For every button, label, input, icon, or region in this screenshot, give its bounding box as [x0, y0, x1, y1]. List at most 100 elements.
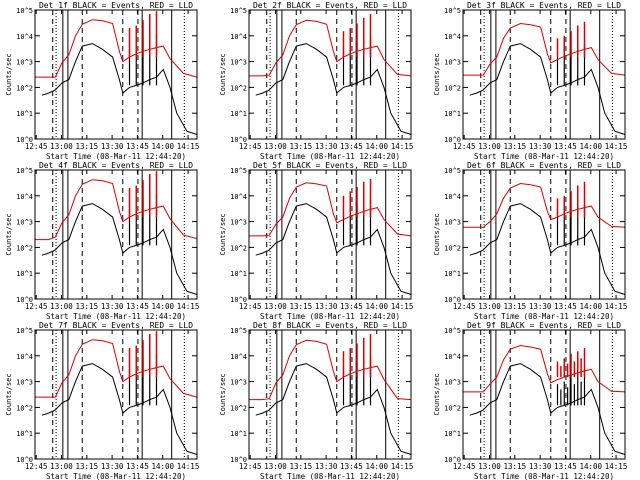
- y-axis-label: Counts/sec: [219, 213, 227, 255]
- y-tick-label: 10^0: [230, 136, 247, 144]
- plot-frame: [462, 169, 626, 300]
- x-tick-label: 13:00: [264, 302, 287, 311]
- y-axis-label: Counts/sec: [5, 373, 13, 415]
- panel-title: Det 9f BLACK = Events, RED = LLD: [467, 321, 621, 330]
- y-tick-label: 10^0: [230, 456, 247, 464]
- y-axis-label: Counts/sec: [433, 53, 441, 95]
- y-tick-label: 10^4: [444, 33, 461, 41]
- y-tick-label: 10^3: [444, 219, 461, 227]
- x-tick-label: 13:30: [315, 302, 338, 311]
- y-tick-label: 10^5: [230, 167, 247, 175]
- y-tick-label: 10^1: [444, 430, 461, 438]
- y-tick-label: 10^3: [230, 59, 247, 67]
- y-tick-label: 10^0: [16, 456, 33, 464]
- x-tick-label: 14:15: [605, 142, 628, 151]
- x-tick-label: 14:00: [365, 142, 388, 151]
- x-tick-label: 14:15: [391, 462, 414, 471]
- x-axis-label: Start Time (08-Mar-11 12:44:20): [46, 152, 186, 161]
- x-tick-label: 12:45: [453, 142, 476, 151]
- lld-series-line: [463, 22, 626, 76]
- x-tick-label: 14:00: [579, 302, 602, 311]
- x-tick-label: 13:00: [478, 302, 501, 311]
- x-axis-label: Start Time (08-Mar-11 12:44:20): [474, 472, 614, 480]
- plot-frame: [248, 9, 412, 140]
- x-tick-label: 12:45: [239, 462, 262, 471]
- y-axis-label: Counts/sec: [5, 53, 13, 95]
- x-tick-label: 13:45: [340, 142, 363, 151]
- x-tick-label: 12:45: [25, 142, 48, 151]
- events-series-line: [255, 363, 412, 455]
- y-tick-label: 10^3: [16, 219, 33, 227]
- y-tick-label: 10^5: [16, 327, 33, 335]
- y-axis-label: Counts/sec: [219, 373, 227, 415]
- x-axis-label: Start Time (08-Mar-11 12:44:20): [46, 472, 186, 480]
- panel-3: 10^010^110^210^310^410^512:45 13:00 13:15 1…: [433, 1, 627, 161]
- x-tick-label: 13:45: [126, 302, 149, 311]
- plot-frame: [248, 169, 412, 300]
- y-tick-label: 10^1: [16, 430, 33, 438]
- events-series-line: [255, 203, 412, 295]
- panel-title: Det 2f BLACK = Events, RED = LLD: [253, 1, 407, 10]
- x-tick-label: 13:30: [529, 142, 552, 151]
- panel-2: 10^010^110^210^310^410^512:45 13:00 13:15 1…: [219, 1, 413, 161]
- y-tick-label: 10^0: [444, 456, 461, 464]
- x-tick-label: 13:45: [126, 142, 149, 151]
- x-tick-label: 13:30: [529, 462, 552, 471]
- y-tick-label: 10^2: [444, 84, 461, 92]
- x-tick-label: 12:45: [25, 302, 48, 311]
- y-tick-label: 10^4: [230, 353, 247, 361]
- panel-1: 10^010^110^210^310^410^512:45 13:00 13:15 1…: [5, 1, 199, 161]
- lld-series-line: [249, 339, 412, 401]
- panel-title: Det 1f BLACK = Events, RED = LLD: [39, 1, 193, 10]
- x-tick-label: 14:15: [177, 462, 200, 471]
- x-axis-label: Start Time (08-Mar-11 12:44:20): [474, 152, 614, 161]
- x-tick-label: 13:30: [101, 302, 124, 311]
- x-tick-label: 14:15: [391, 142, 414, 151]
- x-tick-label: 14:00: [579, 462, 602, 471]
- x-axis-label: Start Time (08-Mar-11 12:44:20): [46, 312, 186, 321]
- x-tick-label: 13:15: [504, 302, 527, 311]
- y-tick-label: 10^4: [444, 353, 461, 361]
- y-tick-label: 10^2: [230, 404, 247, 412]
- y-axis-label: Counts/sec: [433, 373, 441, 415]
- events-series-line: [41, 43, 198, 135]
- x-tick-label: 13:30: [101, 142, 124, 151]
- x-tick-label: 12:45: [25, 462, 48, 471]
- y-tick-label: 10^3: [16, 379, 33, 387]
- x-tick-label: 12:45: [453, 462, 476, 471]
- panel-title: Det 8f BLACK = Events, RED = LLD: [253, 321, 407, 330]
- events-series-line: [469, 43, 626, 135]
- y-tick-label: 10^2: [444, 244, 461, 252]
- y-tick-label: 10^4: [230, 193, 247, 201]
- x-tick-label: 13:00: [264, 142, 287, 151]
- panel-title: Det 4f BLACK = Events, RED = LLD: [39, 161, 193, 170]
- lld-series-line: [463, 344, 626, 393]
- x-tick-label: 13:30: [101, 462, 124, 471]
- y-axis-label: Counts/sec: [219, 53, 227, 95]
- x-tick-label: 13:00: [50, 302, 73, 311]
- y-tick-label: 10^2: [230, 244, 247, 252]
- x-tick-label: 13:15: [504, 142, 527, 151]
- plot-frame: [462, 9, 626, 140]
- x-tick-label: 13:45: [126, 462, 149, 471]
- x-tick-label: 13:45: [554, 142, 577, 151]
- y-tick-label: 10^2: [230, 84, 247, 92]
- x-tick-label: 13:15: [76, 462, 99, 471]
- x-tick-label: 13:30: [529, 302, 552, 311]
- y-tick-label: 10^5: [230, 327, 247, 335]
- x-tick-label: 13:45: [340, 462, 363, 471]
- y-tick-label: 10^1: [230, 270, 247, 278]
- y-tick-label: 10^5: [444, 7, 461, 15]
- y-tick-label: 10^0: [16, 136, 33, 144]
- panel-9: 10^010^110^210^310^410^512:45 13:00 13:15 1…: [433, 321, 627, 480]
- y-tick-label: 10^1: [230, 110, 247, 118]
- y-tick-label: 10^0: [16, 296, 33, 304]
- x-tick-label: 13:45: [554, 462, 577, 471]
- x-tick-label: 14:15: [391, 302, 414, 311]
- y-tick-label: 10^2: [16, 84, 33, 92]
- panel-title: Det 5f BLACK = Events, RED = LLD: [253, 161, 407, 170]
- events-series-line: [469, 203, 626, 295]
- x-tick-label: 13:45: [554, 302, 577, 311]
- x-tick-label: 14:00: [579, 142, 602, 151]
- x-tick-label: 13:00: [50, 462, 73, 471]
